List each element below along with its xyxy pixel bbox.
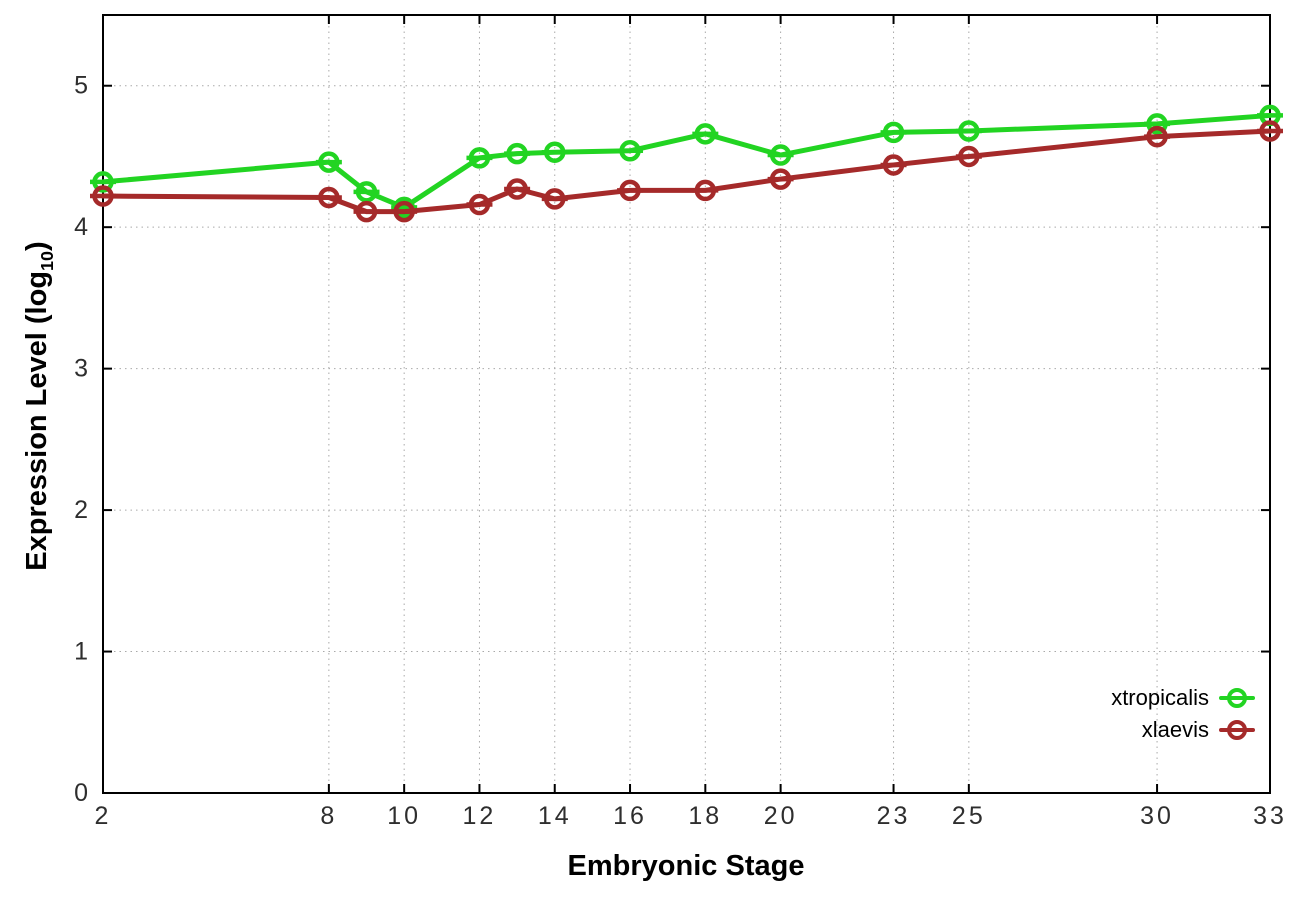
x-tick-label: 16 <box>613 802 647 830</box>
legend-point-sample <box>1226 687 1247 708</box>
data-point-xlaevis <box>393 200 415 223</box>
data-point-xlaevis <box>468 193 491 216</box>
y-tick-label: 0 <box>74 779 91 807</box>
legend: xtropicalis xlaevis <box>1111 682 1255 746</box>
y-tick-label: 5 <box>74 72 91 100</box>
legend-point-sample <box>1226 719 1247 740</box>
y-axis-title: Expression Level (log10) <box>21 206 57 606</box>
y-tick-label: 2 <box>74 496 91 524</box>
data-point-xtropicalis <box>882 121 905 144</box>
x-tick-label: 14 <box>538 802 572 830</box>
data-point-xtropicalis <box>1146 113 1168 135</box>
data-point-xlaevis <box>318 186 340 209</box>
y-axis-title-subscript: 10 <box>36 250 57 271</box>
x-axis-title: Embryonic Stage <box>567 850 805 882</box>
y-tick-label: 3 <box>74 355 91 383</box>
x-tick-label: 8 <box>320 802 337 830</box>
y-axis-title-text: Expression Level (log <box>21 270 53 571</box>
x-tick-label: 33 <box>1253 802 1287 830</box>
data-point-xtropicalis <box>355 181 378 203</box>
data-point-xtropicalis <box>958 120 980 142</box>
y-tick-label: 4 <box>74 213 91 241</box>
data-point-xlaevis <box>543 188 566 210</box>
data-point-xlaevis <box>1259 120 1281 142</box>
data-point-xlaevis <box>769 168 792 190</box>
y-tick-label: 1 <box>74 638 91 666</box>
series-line-xtropicalis <box>100 112 1273 210</box>
data-point-xtropicalis <box>543 141 566 163</box>
data-point-xlaevis <box>958 145 980 168</box>
data-point-xtropicalis <box>619 140 641 162</box>
y-axis-title-close: ) <box>21 241 53 251</box>
x-tick-label: 12 <box>463 802 497 830</box>
x-tick-label: 20 <box>764 802 798 830</box>
legend-marker-xlaevis-icon <box>1219 717 1255 743</box>
data-point-xlaevis <box>92 185 114 207</box>
x-tick-label: 2 <box>95 802 112 830</box>
legend-label-xlaevis: xlaevis <box>1141 717 1209 742</box>
data-point-xtropicalis <box>506 142 528 165</box>
data-point-xtropicalis <box>694 123 717 145</box>
legend-marker-xtropicalis-icon <box>1219 685 1255 711</box>
x-tick-label: 25 <box>952 802 986 830</box>
data-point-xlaevis <box>506 178 528 200</box>
legend-label-xtropicalis: xtropicalis <box>1111 685 1209 710</box>
data-point-xlaevis <box>882 154 905 176</box>
x-tick-label: 18 <box>688 802 722 830</box>
x-tick-label: 30 <box>1140 802 1174 830</box>
plot-border <box>102 14 1271 794</box>
data-point-xtropicalis <box>468 147 491 169</box>
data-point-xlaevis <box>694 179 717 202</box>
data-point-xtropicalis <box>92 171 114 193</box>
data-point-xtropicalis <box>318 151 340 173</box>
series-line-xlaevis <box>100 128 1273 215</box>
legend-item-xlaevis: xlaevis <box>1111 714 1255 746</box>
x-tick-label: 10 <box>387 802 421 830</box>
data-point-xlaevis <box>355 200 378 223</box>
data-point-xlaevis <box>619 179 641 202</box>
data-point-xtropicalis <box>769 144 792 166</box>
legend-item-xtropicalis: xtropicalis <box>1111 682 1255 714</box>
x-tick-label: 23 <box>877 802 911 830</box>
data-point-xlaevis <box>1146 125 1168 148</box>
